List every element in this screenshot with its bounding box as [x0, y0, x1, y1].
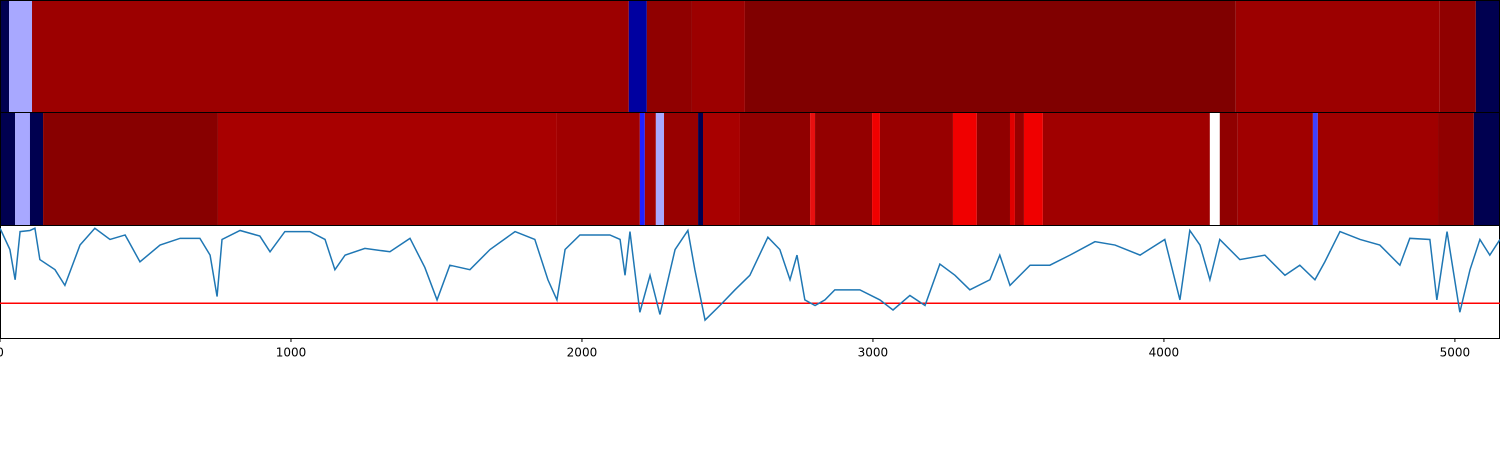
heat-segment: [1237, 113, 1313, 225]
heat-segment: [639, 113, 645, 225]
x-tick-label: 2000: [567, 346, 598, 360]
heat-segment: [1235, 1, 1440, 112]
heat-segment: [1475, 1, 1500, 112]
heat-segment: [664, 113, 699, 225]
x-tick-label: 5000: [1440, 346, 1471, 360]
x-tick-label: 1000: [276, 346, 307, 360]
heat-segment: [646, 1, 692, 112]
heat-segment: [1209, 113, 1220, 225]
heat-segment: [0, 113, 16, 225]
heat-segment: [698, 113, 704, 225]
heat-segment: [952, 113, 977, 225]
x-tick-label: 0: [0, 346, 4, 360]
panel-frame: [0, 225, 1500, 339]
x-tick-label: 4000: [1149, 346, 1180, 360]
heat-segment: [703, 113, 740, 225]
heat-segment: [1439, 1, 1476, 112]
heat-segment: [0, 1, 10, 112]
heat-segment: [1438, 113, 1474, 225]
heat-segment: [628, 1, 647, 112]
heat-segment: [976, 113, 1010, 225]
heat-segment: [29, 113, 44, 225]
heat-segment: [810, 113, 816, 225]
heat-segment: [43, 113, 218, 225]
heat-segment: [1042, 113, 1210, 225]
heat-segment: [744, 1, 1236, 112]
heat-segment: [644, 113, 656, 225]
heat-segment: [872, 113, 880, 225]
heat-segment: [15, 113, 30, 225]
heat-segment: [739, 113, 811, 225]
heat-segment: [815, 113, 873, 225]
heat-segment: [217, 113, 557, 225]
line-series: [0, 227, 1500, 322]
heat-segment: [1317, 113, 1439, 225]
heat-segment: [691, 1, 745, 112]
heat-segment: [32, 1, 629, 112]
x-tick-label: 3000: [858, 346, 889, 360]
heat-segment: [556, 113, 640, 225]
heat-segment: [1473, 113, 1500, 225]
heat-segment: [655, 113, 665, 225]
heat-segment: [879, 113, 953, 225]
heat-segment: [1219, 113, 1238, 225]
heat-segment: [9, 1, 33, 112]
heat-segment: [1312, 113, 1318, 225]
heat-segment: [1023, 113, 1043, 225]
heat-segment: [1014, 113, 1024, 225]
heat-segment: [1009, 113, 1015, 225]
